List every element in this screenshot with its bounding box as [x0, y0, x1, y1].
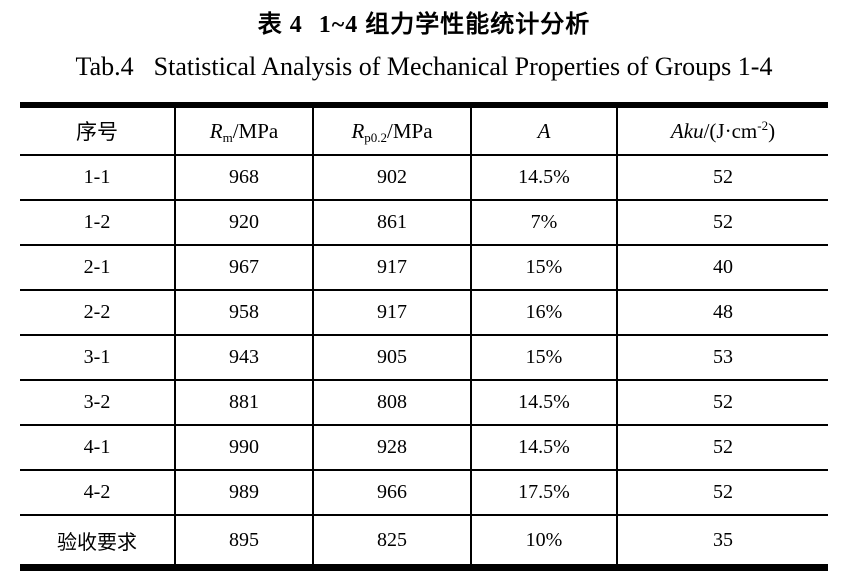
cell-elongation: 17.5%: [470, 470, 617, 516]
cell-elongation: 10%: [470, 515, 617, 568]
column-header-elongation: A: [470, 105, 617, 156]
cell-aku: 52: [616, 470, 828, 516]
table-row: 4-2 989 966 17.5% 52: [20, 470, 828, 516]
cell-rm: 990: [174, 425, 313, 471]
caption-zh-label: 表 4: [257, 12, 303, 38]
cell-aku: 48: [616, 290, 828, 336]
cell-elongation: 14.5%: [470, 425, 617, 471]
table-row: 4-1 990 928 14.5% 52: [20, 425, 828, 471]
rm-unit: /MPa: [232, 118, 279, 143]
cell-rp02: 902: [312, 155, 471, 201]
rm-subscript: m: [222, 130, 233, 146]
caption-en-text: Statistical Analysis of Mechanical Prope…: [153, 52, 773, 81]
cell-group-id: 3-1: [20, 335, 175, 381]
cell-elongation: 16%: [470, 290, 617, 336]
column-header-rm: Rm/MPa: [174, 105, 313, 156]
aku-unit-pre: /(J·cm: [703, 118, 758, 143]
cell-aku: 52: [616, 380, 828, 426]
table-row: 2-1 967 917 15% 40: [20, 245, 828, 291]
cell-rm: 920: [174, 200, 313, 246]
cell-rp02: 928: [312, 425, 471, 471]
table-row: 3-2 881 808 14.5% 52: [20, 380, 828, 426]
column-header-aku: Aku/(J·cm-2): [616, 105, 828, 156]
caption-en-label: Tab.4: [75, 52, 134, 81]
cell-rp02: 917: [312, 290, 471, 336]
mechanical-properties-table: 序号 Rm/MPa Rp0.2/MPa A Aku/(J·cm-2) 1-1 9…: [20, 102, 828, 571]
cell-rm: 968: [174, 155, 313, 201]
cell-rp02: 917: [312, 245, 471, 291]
rm-symbol: R: [209, 118, 223, 143]
cell-elongation: 14.5%: [470, 380, 617, 426]
cell-rp02: 861: [312, 200, 471, 246]
cell-rp02: 825: [312, 515, 471, 568]
cell-group-id: 4-1: [20, 425, 175, 471]
table-row-acceptance: 验收要求 895 825 10% 35: [20, 515, 828, 568]
rp02-symbol: R: [351, 118, 365, 143]
table-body: 1-1 968 902 14.5% 52 1-2 920 861 7% 52 2…: [20, 155, 828, 568]
cell-group-id: 1-1: [20, 155, 175, 201]
table-caption-en: Tab.4 Statistical Analysis of Mechanical …: [0, 48, 848, 86]
cell-aku: 53: [616, 335, 828, 381]
cell-aku: 52: [616, 200, 828, 246]
cell-rm: 943: [174, 335, 313, 381]
cell-group-id: 1-2: [20, 200, 175, 246]
cell-aku: 40: [616, 245, 828, 291]
cell-aku: 35: [616, 515, 828, 568]
cell-group-id: 4-2: [20, 470, 175, 516]
column-header-serial: 序号: [20, 105, 175, 156]
cell-group-id: 验收要求: [57, 531, 137, 554]
cell-elongation: 7%: [470, 200, 617, 246]
aku-symbol: Aku: [670, 118, 704, 143]
cell-rp02: 808: [312, 380, 471, 426]
cell-rp02: 966: [312, 470, 471, 516]
rp02-unit: /MPa: [387, 118, 433, 143]
column-header-rp02: Rp0.2/MPa: [312, 105, 471, 156]
cell-elongation: 15%: [470, 245, 617, 291]
cell-rp02: 905: [312, 335, 471, 381]
cell-aku: 52: [616, 155, 828, 201]
cell-rm: 989: [174, 470, 313, 516]
elongation-symbol: A: [537, 118, 551, 143]
cell-group-id: 2-1: [20, 245, 175, 291]
table-row: 1-2 920 861 7% 52: [20, 200, 828, 246]
table-header: 序号 Rm/MPa Rp0.2/MPa A Aku/(J·cm-2): [20, 105, 828, 156]
cell-rm: 881: [174, 380, 313, 426]
aku-superscript: -2: [757, 118, 769, 134]
cell-elongation: 15%: [470, 335, 617, 381]
cell-rm: 967: [174, 245, 313, 291]
header-row: 序号 Rm/MPa Rp0.2/MPa A Aku/(J·cm-2): [20, 105, 828, 156]
caption-zh-text: 1~4 组力学性能统计分析: [318, 12, 591, 38]
cell-elongation: 14.5%: [470, 155, 617, 201]
rp02-subscript: p0.2: [364, 130, 388, 146]
cell-rm: 958: [174, 290, 313, 336]
table-row: 2-2 958 917 16% 48: [20, 290, 828, 336]
cell-rm: 895: [174, 515, 313, 568]
cell-group-id: 3-2: [20, 380, 175, 426]
table-row: 3-1 943 905 15% 53: [20, 335, 828, 381]
table-caption-zh: 表 4 1~4 组力学性能统计分析: [0, 8, 848, 42]
table-row: 1-1 968 902 14.5% 52: [20, 155, 828, 201]
aku-unit-post: ): [768, 118, 776, 143]
cell-group-id: 2-2: [20, 290, 175, 336]
cell-aku: 52: [616, 425, 828, 471]
